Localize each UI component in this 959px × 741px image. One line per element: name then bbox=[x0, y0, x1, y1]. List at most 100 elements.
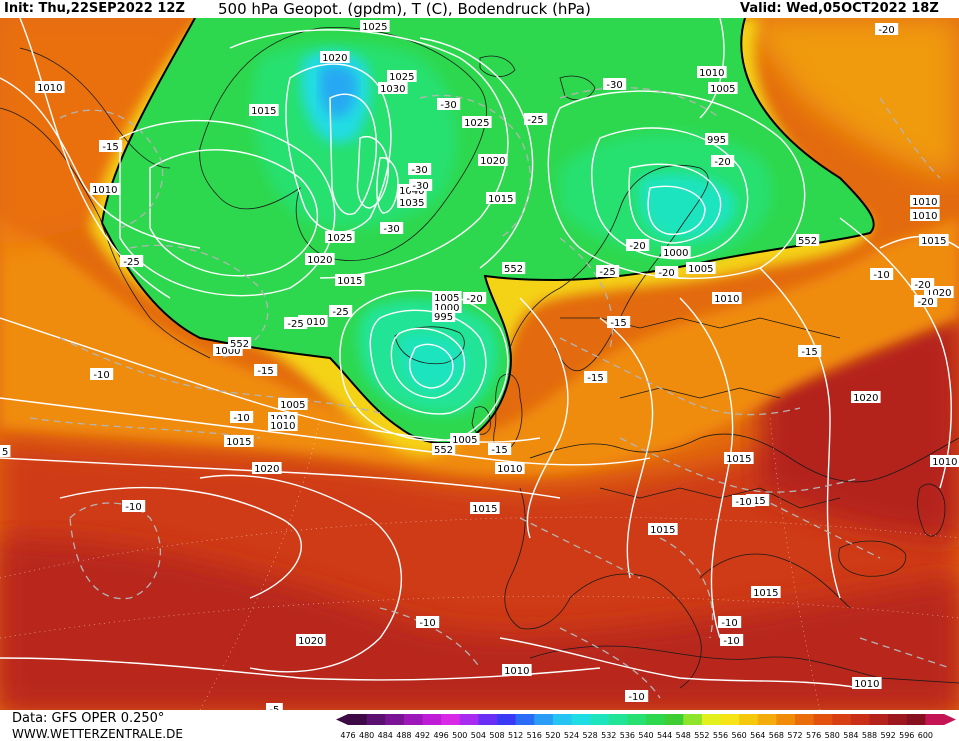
colorbar-segment bbox=[422, 714, 442, 725]
contour-label: -15 bbox=[610, 318, 626, 329]
colorbar-tick-label: 580 bbox=[825, 731, 840, 740]
graticule bbox=[0, 417, 959, 710]
contour-label: -5 bbox=[269, 705, 279, 710]
contour-label: -15 bbox=[801, 347, 817, 358]
colorbar-segment bbox=[534, 714, 554, 725]
colorbar-tick-label: 516 bbox=[527, 731, 542, 740]
label-box bbox=[360, 20, 390, 32]
contour-label: 1015 bbox=[472, 504, 497, 515]
label-box bbox=[625, 690, 649, 702]
contour-label: 995 bbox=[434, 312, 453, 323]
contour-label: -15 bbox=[749, 496, 765, 507]
contour-label: 1020 bbox=[254, 464, 279, 475]
label-box bbox=[478, 154, 508, 166]
colorbar-segment bbox=[497, 714, 517, 725]
contour-label: 1015 bbox=[726, 454, 751, 465]
contour-label: 1015 bbox=[921, 236, 946, 247]
label-box bbox=[732, 495, 756, 507]
colorbar-tick-label: 496 bbox=[433, 731, 448, 740]
colorbar-tick-label: 484 bbox=[378, 731, 393, 740]
label-box bbox=[470, 502, 500, 514]
label-box bbox=[914, 295, 938, 307]
label-box bbox=[90, 368, 114, 380]
label-box bbox=[502, 664, 532, 676]
colorbar-tick-label: 564 bbox=[750, 731, 765, 740]
colorbar-tick-label: 576 bbox=[806, 731, 821, 740]
contour-label: -10 bbox=[125, 502, 141, 513]
colorbar-tick-label: 532 bbox=[601, 731, 616, 740]
colorbar-tick-label: 552 bbox=[694, 731, 709, 740]
label-box bbox=[708, 82, 738, 94]
contour-label: -10 bbox=[628, 692, 644, 703]
colorbar-tick-label: 560 bbox=[731, 731, 746, 740]
contour-label: 1010 bbox=[37, 83, 62, 94]
contour-label: 1025 bbox=[464, 118, 489, 129]
label-box bbox=[378, 82, 408, 94]
contour-label: 1015 bbox=[650, 525, 675, 536]
colorbar-segment bbox=[608, 714, 628, 725]
colorbar-segment bbox=[366, 714, 386, 725]
contour-label: -15 bbox=[257, 366, 273, 377]
colorbar-segment bbox=[683, 714, 703, 725]
colorbar-tick-label: 520 bbox=[545, 731, 560, 740]
colorbar-segment bbox=[757, 714, 777, 725]
colorbar-segment bbox=[571, 714, 591, 725]
colorbar-tick-label: 488 bbox=[396, 731, 411, 740]
label-box bbox=[751, 586, 781, 598]
label-box bbox=[432, 443, 456, 455]
label-box bbox=[450, 433, 480, 445]
label-box bbox=[122, 500, 146, 512]
label-box bbox=[380, 222, 404, 234]
contour-label: 1010 bbox=[912, 211, 937, 222]
label-box bbox=[502, 262, 526, 274]
label-box bbox=[462, 116, 492, 128]
contour-label: -10 bbox=[735, 497, 751, 508]
contour-label: -20 bbox=[658, 268, 674, 279]
label-box bbox=[0, 445, 11, 457]
label-box bbox=[495, 462, 525, 474]
label-box bbox=[387, 70, 417, 82]
colorbar-tick-label: 540 bbox=[638, 731, 653, 740]
contour-label: 1005 bbox=[280, 400, 305, 411]
contour-label: 1015 bbox=[226, 437, 251, 448]
contour-label: 1010 bbox=[270, 421, 295, 432]
label-box bbox=[35, 81, 65, 93]
contour-label: 1010 bbox=[932, 457, 957, 468]
contour-label: 1000 bbox=[215, 346, 240, 357]
label-box bbox=[910, 195, 940, 207]
label-box bbox=[911, 278, 935, 290]
contour-label: -15 bbox=[491, 445, 507, 456]
contour-label: 1010 bbox=[699, 68, 724, 79]
contour-label: 1035 bbox=[399, 198, 424, 209]
contour-label: 1025 bbox=[362, 22, 387, 33]
label-box bbox=[90, 183, 120, 195]
label-box bbox=[712, 292, 742, 304]
colorbar-tick-label: 512 bbox=[508, 731, 523, 740]
contour-label: -25 bbox=[599, 267, 615, 278]
label-box bbox=[463, 292, 487, 304]
contour-label: 552 bbox=[230, 339, 249, 350]
contour-label: -20 bbox=[878, 25, 894, 36]
contour-label: 1015 bbox=[753, 588, 778, 599]
colorbar: 476 480 484 488 492 496 500 504 508 512 516 520 524 5… bbox=[336, 714, 956, 740]
contour-label: -10 bbox=[419, 618, 435, 629]
label-box bbox=[661, 246, 691, 258]
colorbar-tick-label: 492 bbox=[415, 731, 430, 740]
contour-label: 1010 bbox=[92, 185, 117, 196]
colorbar-tick-label: 508 bbox=[489, 731, 504, 740]
colorbar-tick-label: 536 bbox=[620, 731, 635, 740]
label-box bbox=[910, 209, 940, 221]
contour-label: -10 bbox=[233, 413, 249, 424]
contour-label: -10 bbox=[93, 370, 109, 381]
colorbar-segment bbox=[478, 714, 498, 725]
contour-label: 1030 bbox=[380, 84, 405, 95]
contour-label: -15 bbox=[102, 142, 118, 153]
colorbar-tick-label: 588 bbox=[862, 731, 877, 740]
pressure-labels: 1025102010251030101010151025101010059951… bbox=[0, 20, 959, 690]
contour-label: 1015 bbox=[337, 276, 362, 287]
label-box bbox=[705, 133, 729, 145]
label-box bbox=[720, 634, 744, 646]
contour-label: 1010 bbox=[497, 464, 522, 475]
colorbar-segment bbox=[590, 714, 610, 725]
contour-label: 1020 bbox=[307, 255, 332, 266]
